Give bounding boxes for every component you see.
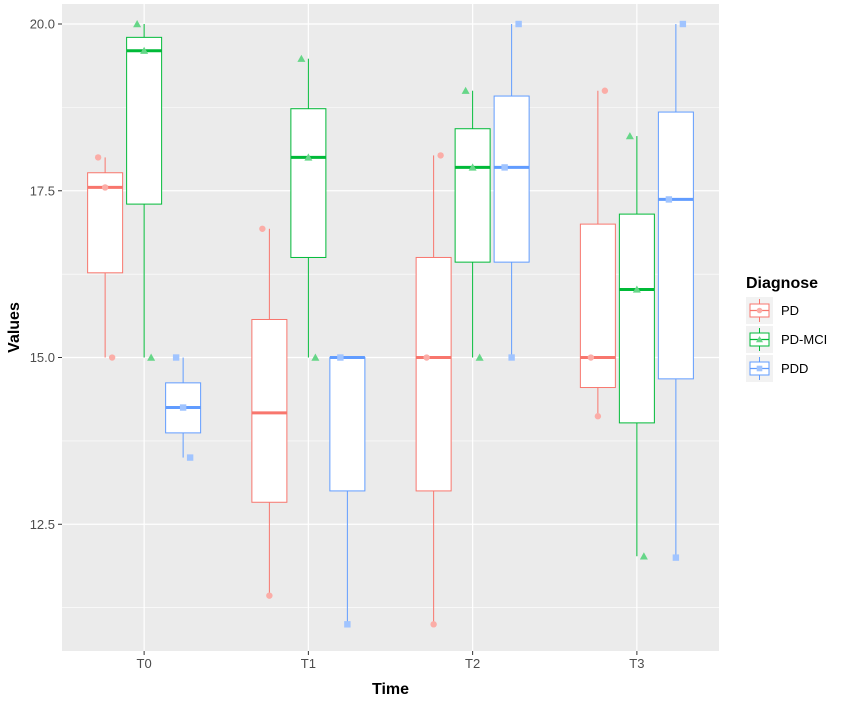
x-axis-title: Time bbox=[372, 681, 409, 698]
box-pd-mci bbox=[126, 36, 163, 205]
box-pd-mci bbox=[618, 213, 655, 424]
y-tick-label: 17.5 bbox=[30, 183, 55, 198]
data-point-pd-mci bbox=[475, 353, 484, 361]
boxes bbox=[87, 24, 694, 625]
data-point-pd-mci bbox=[461, 86, 470, 94]
y-tick-label: 15.0 bbox=[30, 350, 55, 365]
points bbox=[94, 20, 687, 628]
data-point-pd-mci bbox=[304, 153, 313, 161]
legend-title: Diagnose bbox=[746, 275, 818, 292]
legend-label-pd: PD bbox=[781, 303, 799, 318]
data-point-pd bbox=[101, 184, 109, 191]
data-point-pd bbox=[437, 152, 444, 159]
x-tick-label: T2 bbox=[465, 656, 480, 671]
data-point-pd-mci bbox=[639, 552, 648, 560]
data-point-pd bbox=[266, 592, 273, 599]
box-pd-mci bbox=[454, 128, 491, 263]
data-point-pdd bbox=[679, 20, 687, 28]
axes: 12.5 15.0 17.5 20.0 T0 T1 T2 T3 bbox=[30, 17, 645, 671]
x-tick-label: T0 bbox=[137, 656, 152, 671]
data-point-pdd bbox=[172, 354, 180, 361]
data-point-pd-mci bbox=[133, 20, 142, 28]
data-point-pdd bbox=[344, 621, 351, 628]
data-point-pd bbox=[423, 354, 430, 361]
data-point-pdd bbox=[665, 196, 673, 203]
data-point-pd bbox=[601, 87, 609, 94]
data-point-pdd bbox=[508, 354, 515, 361]
data-point-pd bbox=[594, 413, 602, 420]
data-point-pd-mci bbox=[468, 163, 477, 171]
legend-key-marker bbox=[756, 336, 763, 343]
y-tick-label: 12.5 bbox=[30, 517, 55, 532]
data-point-pd-mci bbox=[297, 54, 306, 62]
legend-key-marker bbox=[756, 365, 763, 372]
x-tick-label: T1 bbox=[301, 656, 316, 671]
data-point-pd bbox=[108, 354, 116, 361]
data-point-pd bbox=[94, 154, 102, 161]
data-point-pdd bbox=[186, 454, 194, 461]
legend-label-pdd: PDD bbox=[781, 361, 808, 376]
y-tick-label: 20.0 bbox=[30, 17, 55, 32]
data-point-pdd bbox=[515, 20, 522, 28]
data-point-pd bbox=[430, 621, 437, 628]
data-point-pd-mci bbox=[625, 132, 634, 140]
data-point-pd-mci bbox=[632, 285, 641, 293]
legend: Diagnose PD PD-MCI PDD bbox=[746, 275, 827, 382]
x-tick-label: T3 bbox=[629, 656, 644, 671]
box-pdd bbox=[657, 111, 694, 380]
legend-key-marker bbox=[756, 307, 763, 314]
box-pdd bbox=[329, 357, 366, 492]
box-pd bbox=[251, 318, 288, 503]
legend-label-pd-mci: PD-MCI bbox=[781, 332, 827, 347]
data-point-pd bbox=[587, 354, 595, 361]
data-point-pd-mci bbox=[140, 46, 149, 54]
box-pd-mci bbox=[290, 108, 327, 258]
data-point-pdd bbox=[672, 554, 680, 561]
box-pd bbox=[579, 223, 616, 389]
data-point-pdd bbox=[501, 164, 508, 171]
box-pd bbox=[415, 256, 452, 492]
y-axis-title: Values bbox=[6, 302, 23, 353]
data-point-pd bbox=[259, 225, 266, 232]
data-point-pd-mci bbox=[311, 353, 320, 361]
data-point-pdd bbox=[179, 404, 187, 411]
box-pdd bbox=[493, 95, 530, 263]
data-point-pd-mci bbox=[147, 353, 156, 361]
data-point-pdd bbox=[337, 354, 344, 361]
